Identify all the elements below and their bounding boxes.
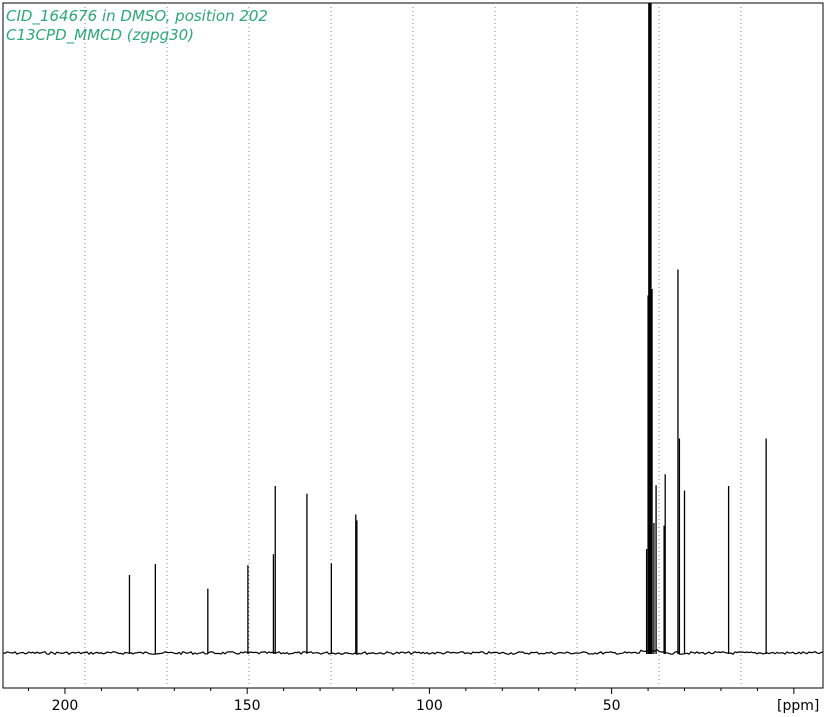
x-tick-label: 200 xyxy=(52,698,79,714)
x-axis-label: [ppm] xyxy=(777,698,819,714)
x-tick-label: 50 xyxy=(603,698,621,714)
chart-title-line-1: CID_164676 in DMSO, position 202 xyxy=(6,7,268,26)
spectrum-trace-layer xyxy=(2,3,824,656)
chart-title-line-2: C13CPD_MMCD (zgpg30) xyxy=(6,26,194,45)
spectrum-baseline xyxy=(2,648,824,656)
plot-frame xyxy=(2,2,824,689)
x-tick-label: 100 xyxy=(416,698,443,714)
x-tick-label: 150 xyxy=(234,698,261,714)
grid-lines xyxy=(84,3,742,688)
x-axis: 200 150 100 50 xyxy=(28,688,795,714)
